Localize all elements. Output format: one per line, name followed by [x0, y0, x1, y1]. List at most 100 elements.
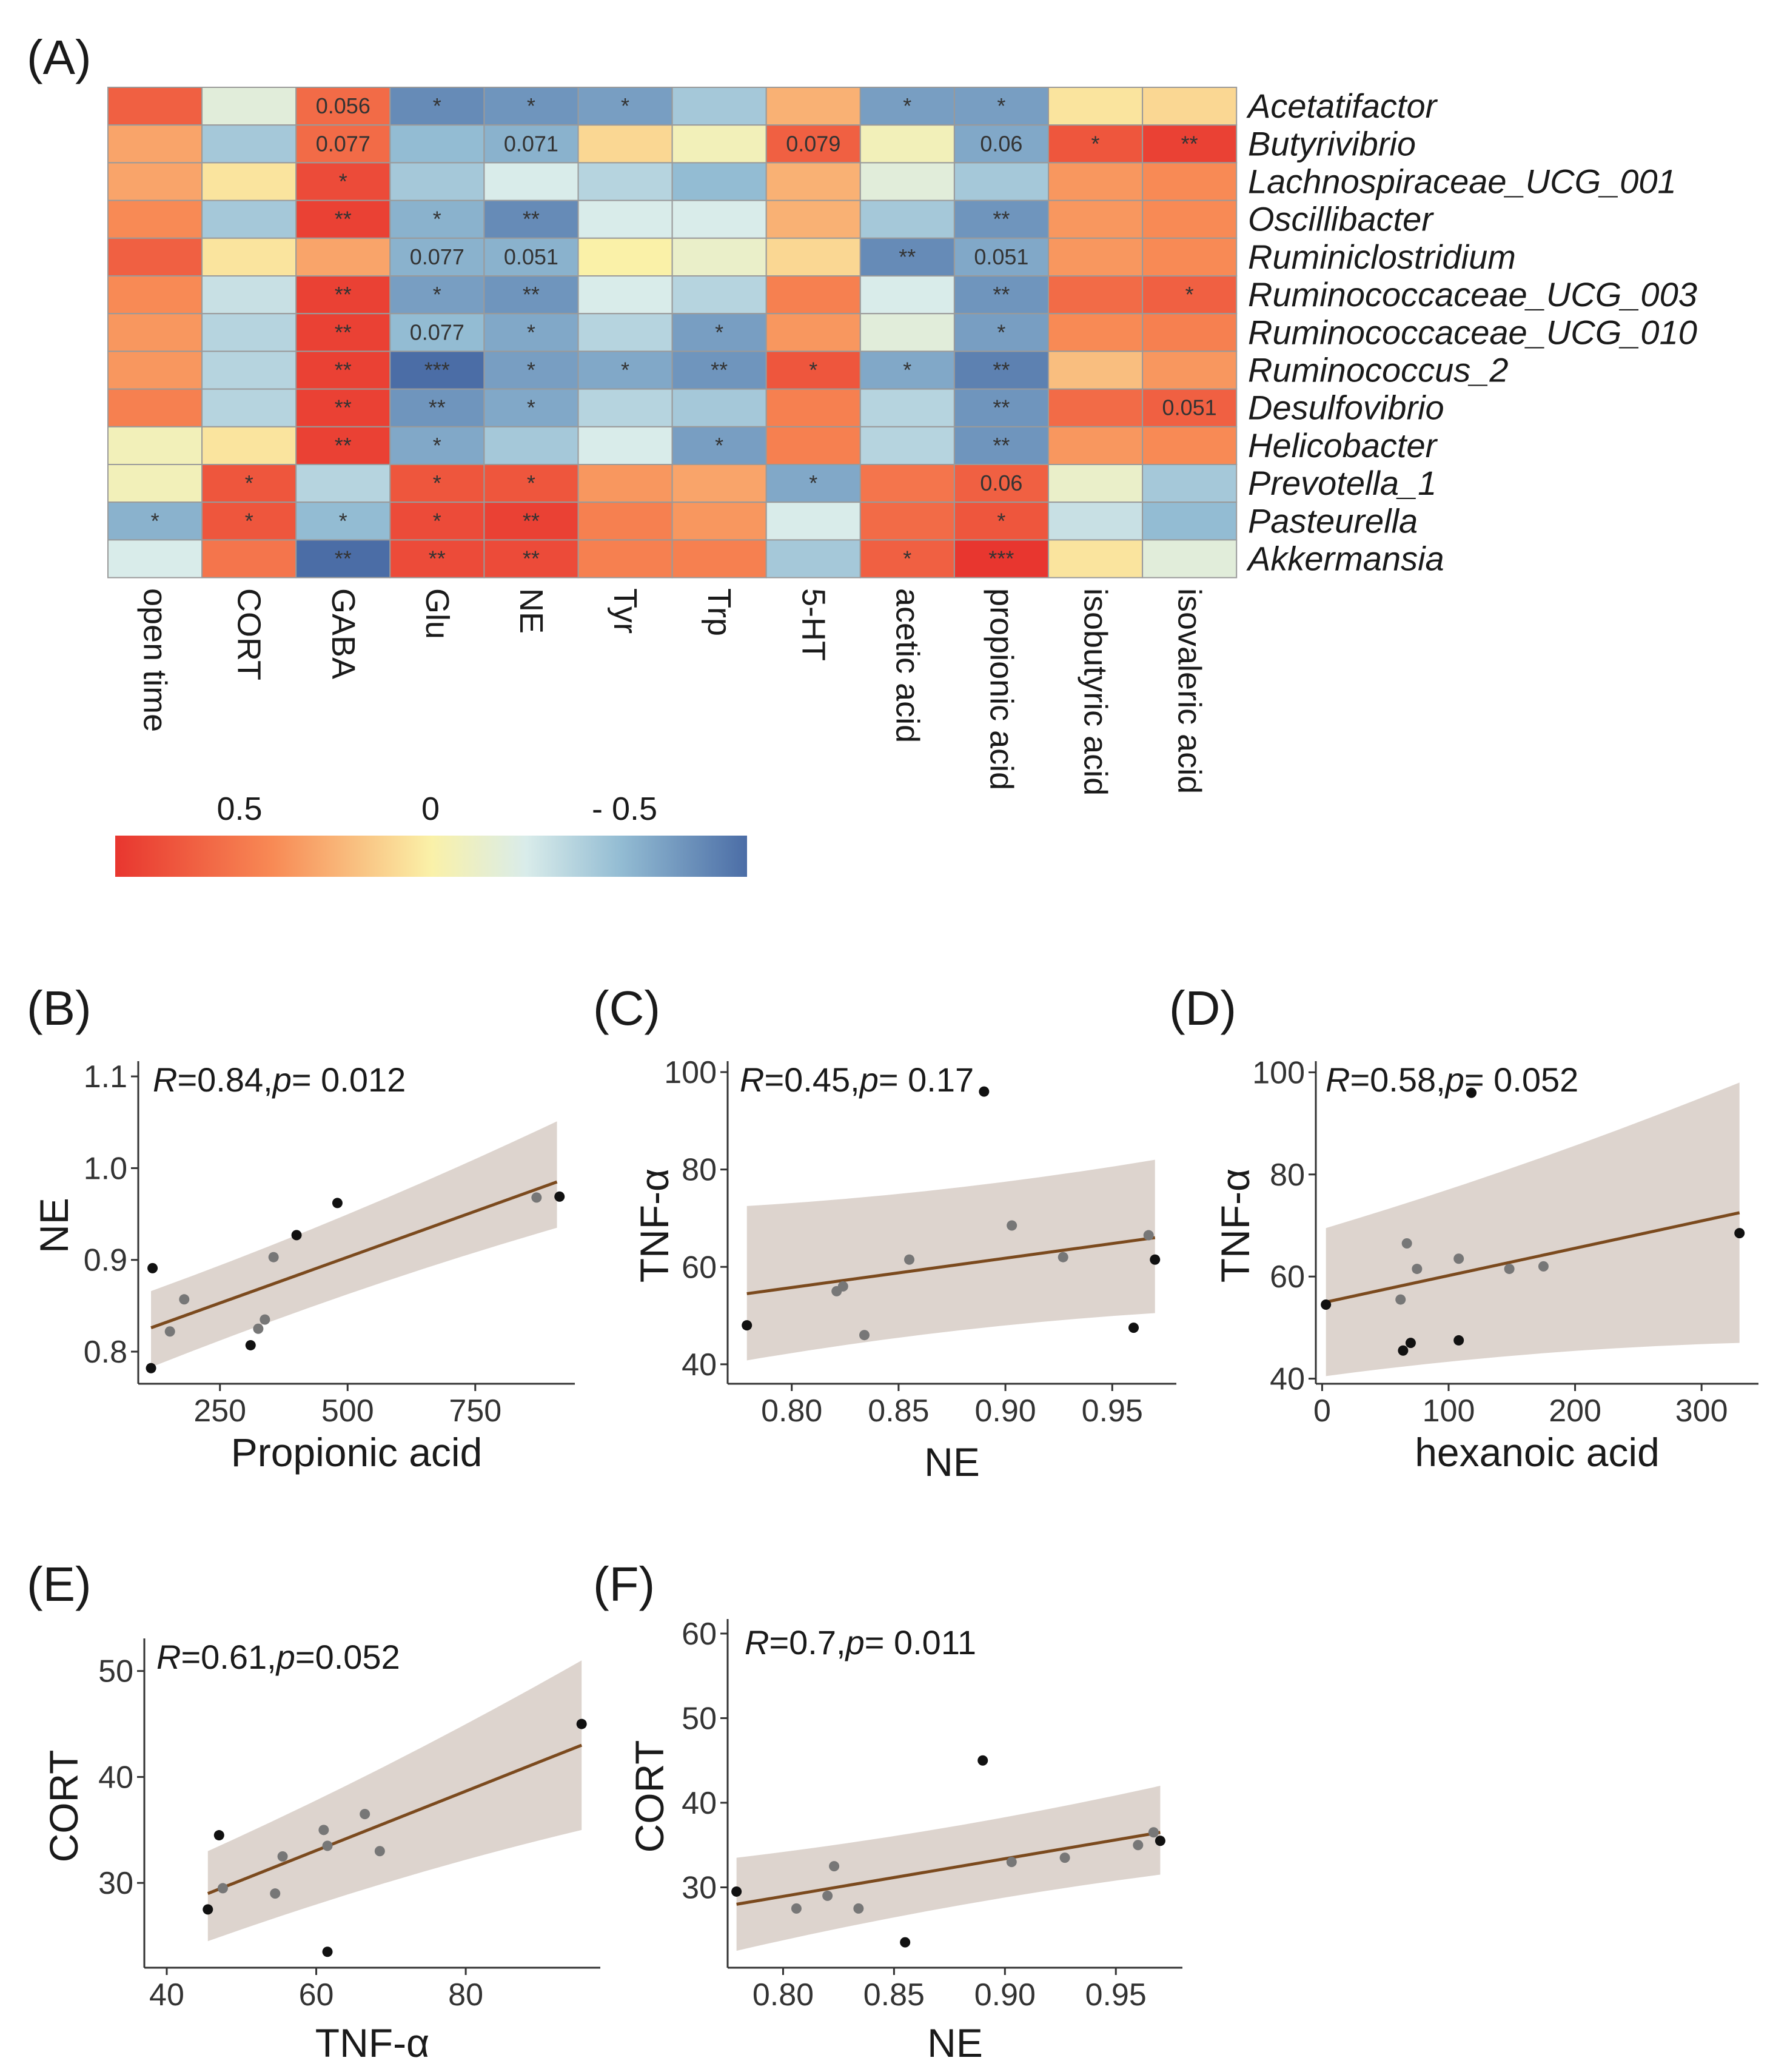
heatmap-cell-annotation: *	[527, 395, 535, 420]
data-point	[1321, 1299, 1332, 1310]
heatmap-cell	[201, 199, 297, 239]
correlation-p-value: = 0.052	[1464, 1061, 1578, 1099]
measure-label: Tyr	[607, 588, 643, 634]
y-tick-label: 50	[682, 1701, 717, 1736]
panel-label: (C)	[593, 981, 660, 1035]
x-axis-title: NE	[927, 2020, 983, 2065]
y-tick-label: 40	[682, 1347, 717, 1383]
taxon-label: Helicobacter	[1248, 426, 1438, 464]
panel-label: (F)	[593, 1557, 655, 1611]
data-point	[217, 1883, 228, 1894]
heatmap-cell	[295, 313, 391, 352]
heatmap-cell	[859, 237, 955, 277]
data-point	[260, 1314, 270, 1325]
heatmap-cell	[953, 501, 1050, 541]
x-axis-title: hexanoic acid	[1415, 1430, 1660, 1475]
data-point	[1395, 1294, 1406, 1305]
heatmap-cell	[859, 162, 955, 201]
heatmap-cell	[107, 388, 203, 427]
y-tick-label: 40	[1270, 1362, 1305, 1397]
correlation-r-label: R	[740, 1061, 764, 1099]
heatmap-cell	[295, 539, 391, 578]
heatmap-cell	[765, 237, 861, 277]
y-tick-label: 100	[1252, 1055, 1305, 1090]
x-tick-label: 500	[321, 1393, 374, 1429]
heatmap-cell	[389, 237, 485, 277]
data-point	[203, 1904, 213, 1915]
data-point	[1148, 1827, 1159, 1838]
heatmap-cell	[765, 501, 861, 541]
heatmap-cell	[953, 388, 1050, 427]
heatmap-cell-annotation: **	[899, 244, 916, 269]
taxon-label: Pasteurella	[1248, 501, 1418, 540]
data-point	[213, 1830, 224, 1841]
heatmap-cell	[859, 275, 955, 315]
heatmap-cell	[107, 350, 203, 390]
x-tick-label: 300	[1675, 1393, 1728, 1429]
heatmap-cell-annotation: **	[335, 433, 352, 458]
x-tick-label: 0.90	[974, 1393, 1036, 1429]
heatmap-cell-annotation: *	[527, 320, 535, 344]
correlation-annotation: R=0.45,p= 0.17	[740, 1061, 974, 1099]
heatmap-cell	[859, 501, 955, 541]
x-tick-label: 60	[299, 1977, 334, 2013]
data-point	[147, 1262, 158, 1273]
heatmap-cell-annotation: *	[997, 320, 1005, 344]
data-point	[1058, 1252, 1068, 1262]
correlation-p-label: p	[845, 1623, 865, 1661]
heatmap-cell	[107, 313, 203, 352]
x-tick-label: 0.95	[1082, 1393, 1143, 1429]
x-tick-label: 80	[448, 1977, 483, 2013]
regression-line	[207, 1743, 583, 1895]
heatmap-cell	[1142, 539, 1238, 578]
heatmap-cell	[1048, 237, 1144, 277]
heatmap-cell-annotation: *	[809, 358, 817, 383]
heatmap-cell	[201, 464, 297, 503]
heatmap-cell-annotation: **	[335, 320, 352, 344]
panel-label: (E)	[27, 1557, 92, 1611]
x-tick-label: 750	[449, 1393, 501, 1429]
heatmap-cell	[295, 237, 391, 277]
x-tick-label: 200	[1549, 1393, 1601, 1429]
y-axis-title: CORT	[627, 1740, 672, 1853]
heatmap-cell	[483, 388, 579, 427]
heatmap-cell-annotation: *	[997, 508, 1005, 533]
regression-line	[1326, 1211, 1740, 1304]
heatmap-cell	[201, 275, 297, 315]
heatmap-cells: 0.056 * * * * *0.077 0.071 0.079 0.06 * ***** * ** **…	[107, 87, 1238, 578]
heatmap-cell-annotation: *	[527, 93, 535, 118]
data-point	[322, 1946, 333, 1957]
heatmap-cell	[107, 426, 203, 465]
correlation-annotation: R=0.61,p=0.052	[156, 1638, 400, 1676]
heatmap-cell	[859, 388, 955, 427]
heatmap-cell	[483, 162, 579, 201]
data-point	[1133, 1840, 1144, 1851]
correlation-p-value: = 0.011	[865, 1623, 976, 1661]
data-point	[731, 1886, 742, 1897]
data-point	[268, 1252, 279, 1262]
heatmap-cell	[953, 464, 1050, 503]
data-point	[531, 1192, 542, 1203]
heatmap-cell	[1142, 124, 1238, 164]
data-point	[1412, 1264, 1423, 1275]
data-point	[1538, 1261, 1549, 1272]
data-point	[318, 1825, 329, 1836]
heatmap-cell-annotation: **	[711, 358, 728, 383]
heatmap-cell	[1048, 464, 1144, 503]
heatmap-cell	[765, 388, 861, 427]
heatmap-cell	[953, 162, 1050, 201]
y-tick-label: 50	[98, 1654, 133, 1689]
taxon-label: Ruminococcaceae_UCG_003	[1248, 275, 1697, 313]
scatter-panel-e: (E) 40 60 80 30 40 50 TNF-α CORT R=0.61,p=0.052	[27, 1557, 600, 2065]
heatmap-cell	[201, 313, 297, 352]
heatmap-cell-annotation: *	[433, 207, 441, 232]
data-point	[1006, 1857, 1017, 1868]
heatmap-cell	[295, 426, 391, 465]
heatmap-cell	[577, 124, 673, 164]
scatter-panel-b: (B) 250 500 750 0.8 0.9 1.0 1.1 Propionic acid NE…	[27, 981, 575, 1475]
data-point	[146, 1363, 156, 1373]
legend-tick-label: 0	[421, 791, 440, 827]
heatmap-cell	[201, 87, 297, 126]
correlation-annotation: R=0.58,p= 0.052	[1326, 1061, 1578, 1099]
